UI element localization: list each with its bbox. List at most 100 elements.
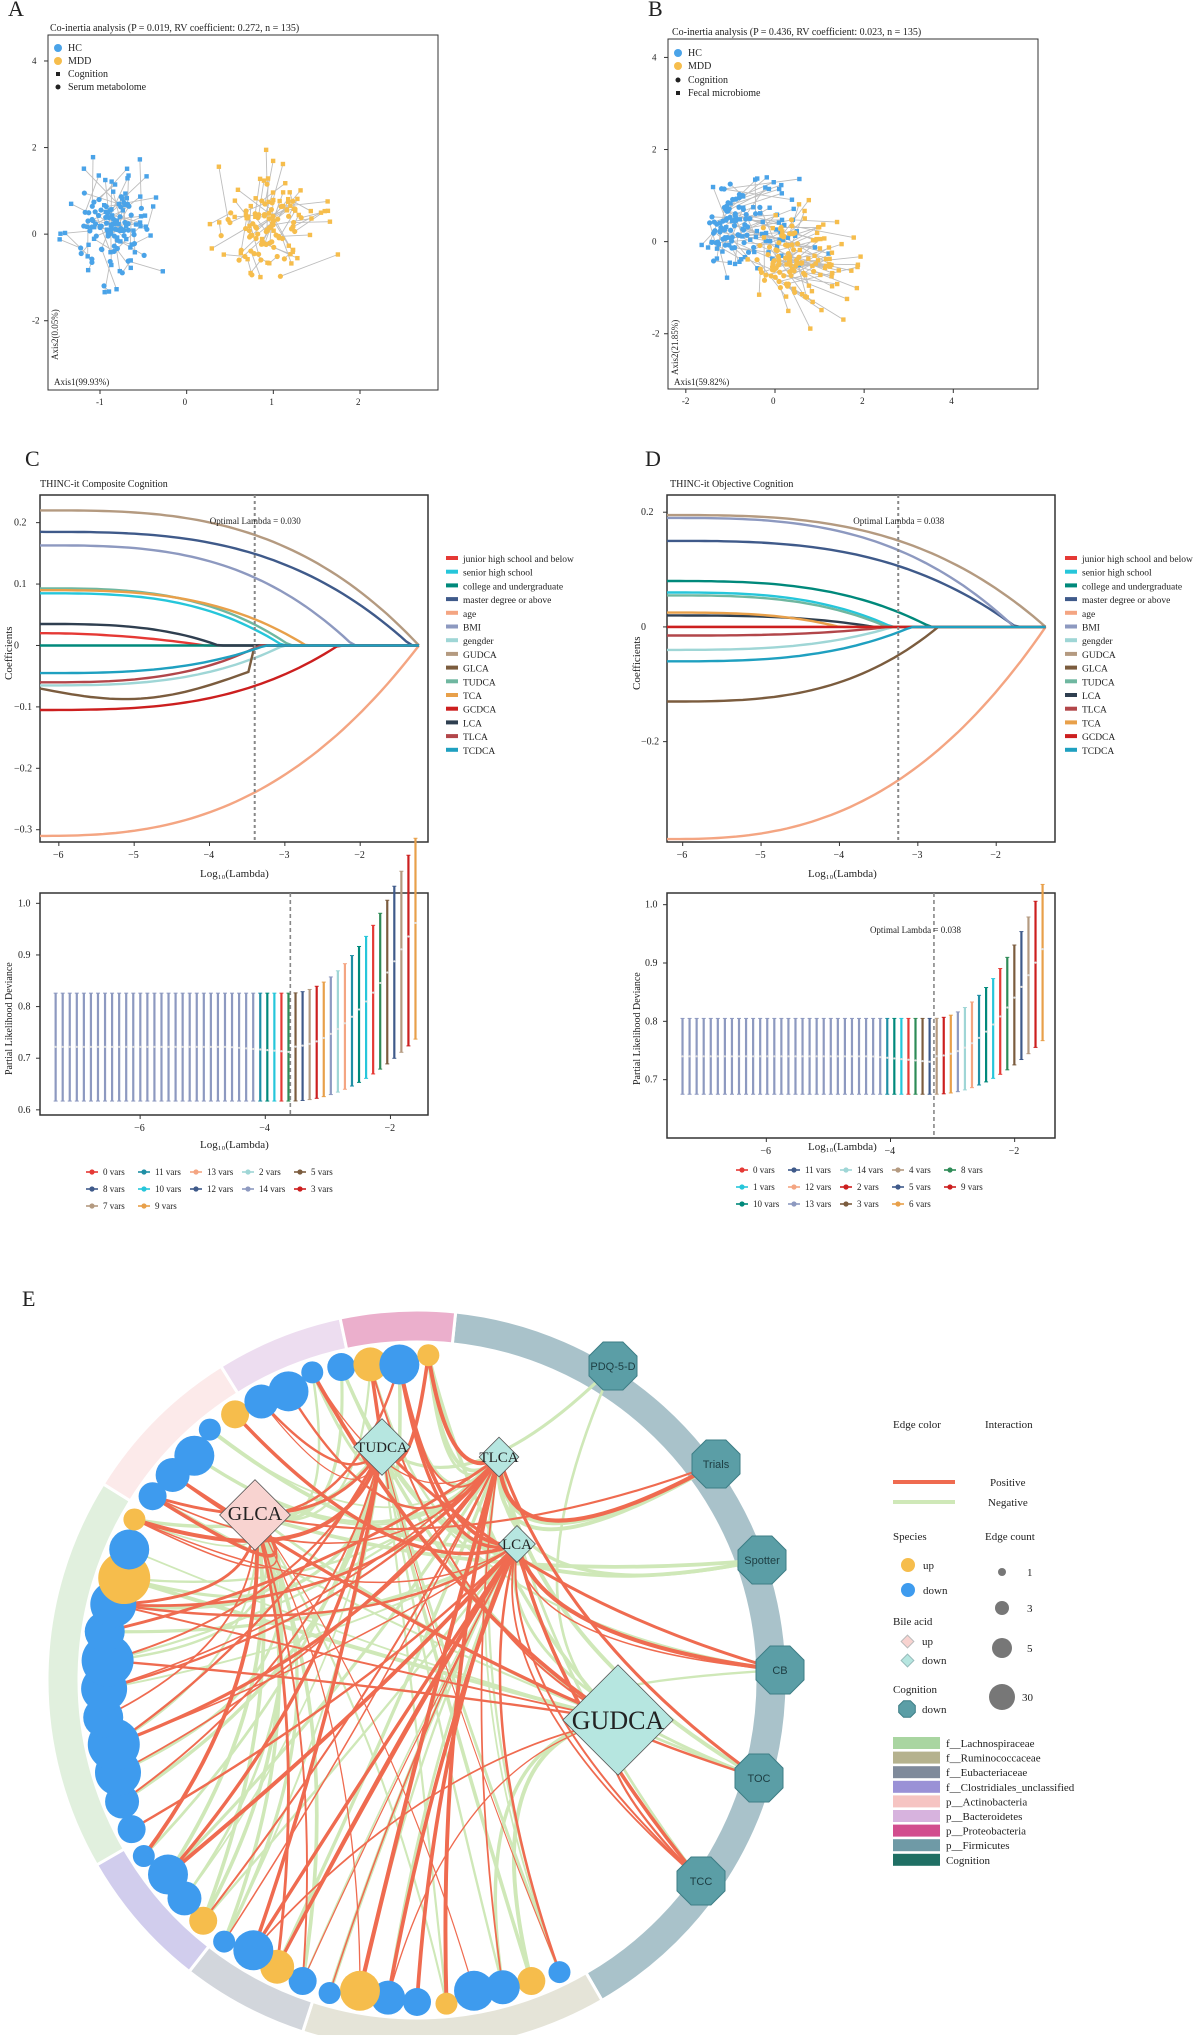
x-tick-label: −3 — [912, 850, 923, 861]
legend-bileacid-title: Bile acid — [893, 1616, 933, 1628]
point — [249, 232, 255, 238]
species-node — [233, 1930, 274, 1971]
mean-point — [850, 1055, 854, 1058]
group-label: f__Lachnospiraceae — [946, 1738, 1035, 1750]
point — [830, 270, 835, 276]
point — [132, 250, 138, 255]
point — [855, 262, 861, 267]
species-node — [174, 1435, 215, 1476]
point — [266, 210, 272, 216]
point — [118, 239, 123, 244]
mean-point — [829, 1055, 832, 1058]
point — [804, 295, 809, 300]
x-tick-label: −6 — [53, 850, 64, 861]
mean-point — [414, 921, 417, 925]
group-swatch — [893, 1766, 940, 1779]
point — [819, 307, 824, 313]
mean-point — [343, 1022, 347, 1025]
point — [772, 274, 778, 280]
legend-edgecount-3: 3 — [1027, 1603, 1033, 1615]
point — [279, 203, 285, 209]
point — [284, 208, 290, 213]
point — [775, 262, 781, 268]
species-node — [318, 1982, 341, 2005]
cognition-label: TOC — [747, 1773, 770, 1785]
legend-swatch — [446, 638, 458, 643]
chart-a-xlabel: Axis1(99.93%) — [54, 377, 109, 387]
legend-swatch-dot — [89, 1203, 95, 1209]
point — [788, 272, 794, 279]
point — [268, 206, 275, 213]
legend-edgecount-5-marker — [992, 1638, 1012, 1658]
y-tick-label: 0 — [14, 640, 19, 651]
chart-b-ticks: -2 0 2 4 -2 0 2 4 — [652, 52, 954, 406]
mean-point — [237, 1046, 241, 1049]
point — [217, 220, 222, 225]
chart-d-xlabel: Log₁₀(Lambda) — [808, 868, 877, 880]
point — [771, 180, 776, 185]
point — [827, 256, 832, 262]
point — [269, 239, 275, 245]
point — [802, 208, 807, 214]
mean-point — [921, 1059, 924, 1063]
mean-point — [364, 1000, 368, 1003]
point — [789, 223, 795, 229]
mean-point — [75, 1045, 78, 1048]
legend-label: 14 vars — [259, 1184, 286, 1194]
point — [103, 177, 108, 183]
point — [770, 225, 775, 231]
point — [829, 274, 834, 279]
point — [124, 166, 130, 171]
point — [761, 277, 768, 283]
point — [777, 237, 782, 243]
point — [288, 203, 293, 208]
y-tick-label: −0.2 — [641, 737, 659, 748]
mean-point — [744, 1055, 748, 1058]
link-line — [117, 225, 141, 249]
point — [732, 213, 738, 219]
link-line — [747, 259, 773, 271]
point — [764, 175, 769, 180]
mean-point — [815, 1055, 818, 1058]
point — [85, 224, 90, 230]
mean-point — [400, 948, 403, 951]
legend-swatch — [1065, 610, 1077, 615]
point — [755, 266, 760, 271]
point — [720, 249, 725, 254]
point — [721, 226, 727, 232]
coef-line — [667, 625, 1046, 703]
x-tick-label: 0 — [771, 396, 776, 406]
x-tick-label: −4 — [884, 1146, 895, 1157]
mean-point — [956, 1050, 959, 1053]
group-label: f__Clostridiales_unclassified — [946, 1782, 1075, 1794]
ring-segment — [338, 1308, 458, 1352]
y-tick-label: 2 — [32, 143, 37, 153]
positive-edge — [380, 1445, 781, 1672]
chart-c-xlabel: Log₁₀(Lambda) — [200, 868, 269, 880]
link-line — [264, 160, 274, 205]
point — [699, 242, 704, 248]
chart-a: Co-inertia analysis (P = 0.019, RV coeff… — [32, 23, 439, 407]
legend-label: GUDCA — [463, 651, 497, 661]
legend-serum-marker — [55, 84, 61, 90]
x-tick-label: -1 — [96, 397, 104, 407]
legend-label: college and undergraduate — [463, 582, 563, 592]
point — [757, 242, 763, 249]
point — [89, 224, 95, 230]
point — [291, 219, 297, 226]
point — [128, 245, 133, 250]
point — [101, 203, 107, 208]
point — [153, 195, 159, 200]
link-line — [724, 178, 800, 190]
legend-edgecount-title: Edge count — [985, 1531, 1035, 1543]
link-line — [59, 238, 81, 249]
point — [150, 204, 156, 209]
legend-b-fecal: Fecal microbiome — [688, 88, 761, 99]
point — [806, 197, 812, 203]
point — [739, 257, 744, 262]
point — [829, 262, 834, 268]
species-node — [123, 1508, 146, 1531]
mean-point — [752, 1055, 755, 1058]
legend-label: gengder — [463, 637, 494, 647]
panel-letter-d: D — [645, 446, 661, 471]
